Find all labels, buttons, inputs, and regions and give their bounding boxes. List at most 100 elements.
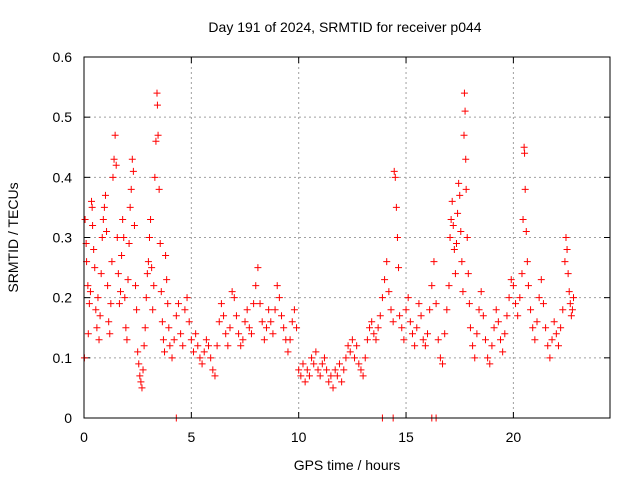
data-point [514, 312, 522, 320]
data-point [247, 330, 255, 338]
data-point [404, 294, 412, 302]
data-point [230, 294, 238, 302]
x-tick-label: 15 [398, 429, 414, 445]
data-point [327, 372, 335, 380]
data-point [293, 324, 301, 332]
data-point [323, 366, 331, 374]
data-point [333, 372, 341, 380]
data-point [299, 360, 307, 368]
data-point [165, 324, 173, 332]
data-point [141, 324, 149, 332]
data-point [481, 336, 489, 344]
data-point [338, 378, 346, 386]
data-point [262, 324, 270, 332]
data-point [446, 234, 454, 241]
data-point [566, 300, 574, 308]
data-point [383, 258, 391, 266]
data-point [295, 366, 303, 374]
data-point [316, 372, 324, 380]
data-point [381, 276, 389, 284]
data-point [563, 246, 571, 254]
data-point [267, 318, 275, 326]
data-point [443, 306, 451, 314]
data-point [139, 366, 147, 374]
data-point [260, 336, 268, 344]
y-tick-label: 0 [64, 410, 72, 426]
data-point [314, 366, 322, 374]
data-point [205, 342, 213, 350]
y-tick-label: 0.2 [53, 290, 73, 306]
data-point [488, 342, 496, 350]
data-point [128, 155, 136, 163]
data-point [520, 143, 528, 151]
data-point [461, 107, 469, 115]
data-point [353, 342, 361, 350]
data-point [127, 185, 135, 193]
data-point [462, 185, 470, 193]
data-point [224, 342, 232, 350]
data-point [428, 282, 436, 290]
y-tick-label: 0.4 [53, 169, 73, 185]
data-point [278, 312, 286, 320]
data-point [465, 300, 473, 308]
data-point [554, 342, 562, 350]
data-point [441, 330, 449, 338]
data-point [552, 330, 560, 338]
data-point [550, 318, 558, 326]
data-point [123, 336, 131, 344]
y-tick-label: 0.6 [53, 49, 73, 65]
data-point [331, 366, 339, 374]
data-point [310, 360, 318, 368]
data-point [155, 185, 163, 193]
data-point [222, 330, 230, 338]
data-point [524, 282, 532, 290]
data-point [84, 330, 92, 338]
data-point [118, 252, 126, 260]
data-point [275, 294, 283, 302]
data-point [348, 336, 356, 344]
data-point [424, 330, 432, 338]
data-point [456, 191, 464, 199]
data-point [162, 252, 170, 260]
data-point [361, 354, 369, 362]
data-point [129, 167, 137, 175]
data-point [150, 282, 158, 290]
data-point [152, 137, 160, 145]
data-point [460, 131, 468, 139]
data-point [531, 336, 539, 344]
data-point [567, 312, 575, 320]
data-point [137, 378, 145, 386]
data-point [245, 324, 253, 332]
data-point [455, 179, 463, 187]
data-point [158, 318, 166, 326]
data-point [570, 294, 578, 302]
data-point [516, 294, 524, 302]
data-point [99, 215, 107, 223]
data-point [226, 324, 234, 332]
data-point [126, 203, 134, 211]
data-point [544, 342, 552, 350]
data-point [85, 300, 93, 308]
data-point [132, 282, 140, 290]
data-point [415, 300, 423, 308]
data-point [385, 288, 393, 296]
data-point [359, 372, 367, 380]
data-point [104, 282, 112, 290]
data-point [297, 372, 305, 380]
data-point [153, 89, 161, 97]
data-point [527, 306, 535, 314]
data-point [119, 215, 127, 223]
data-point [258, 318, 266, 326]
data-point [215, 318, 223, 326]
data-point [473, 330, 481, 338]
data-point [92, 306, 100, 314]
data-point [357, 366, 365, 374]
data-point [93, 324, 101, 332]
data-point [450, 246, 458, 254]
data-point [161, 348, 169, 356]
data-point [153, 101, 161, 109]
data-point [114, 270, 122, 278]
data-point [492, 306, 500, 314]
data-point [421, 342, 429, 350]
